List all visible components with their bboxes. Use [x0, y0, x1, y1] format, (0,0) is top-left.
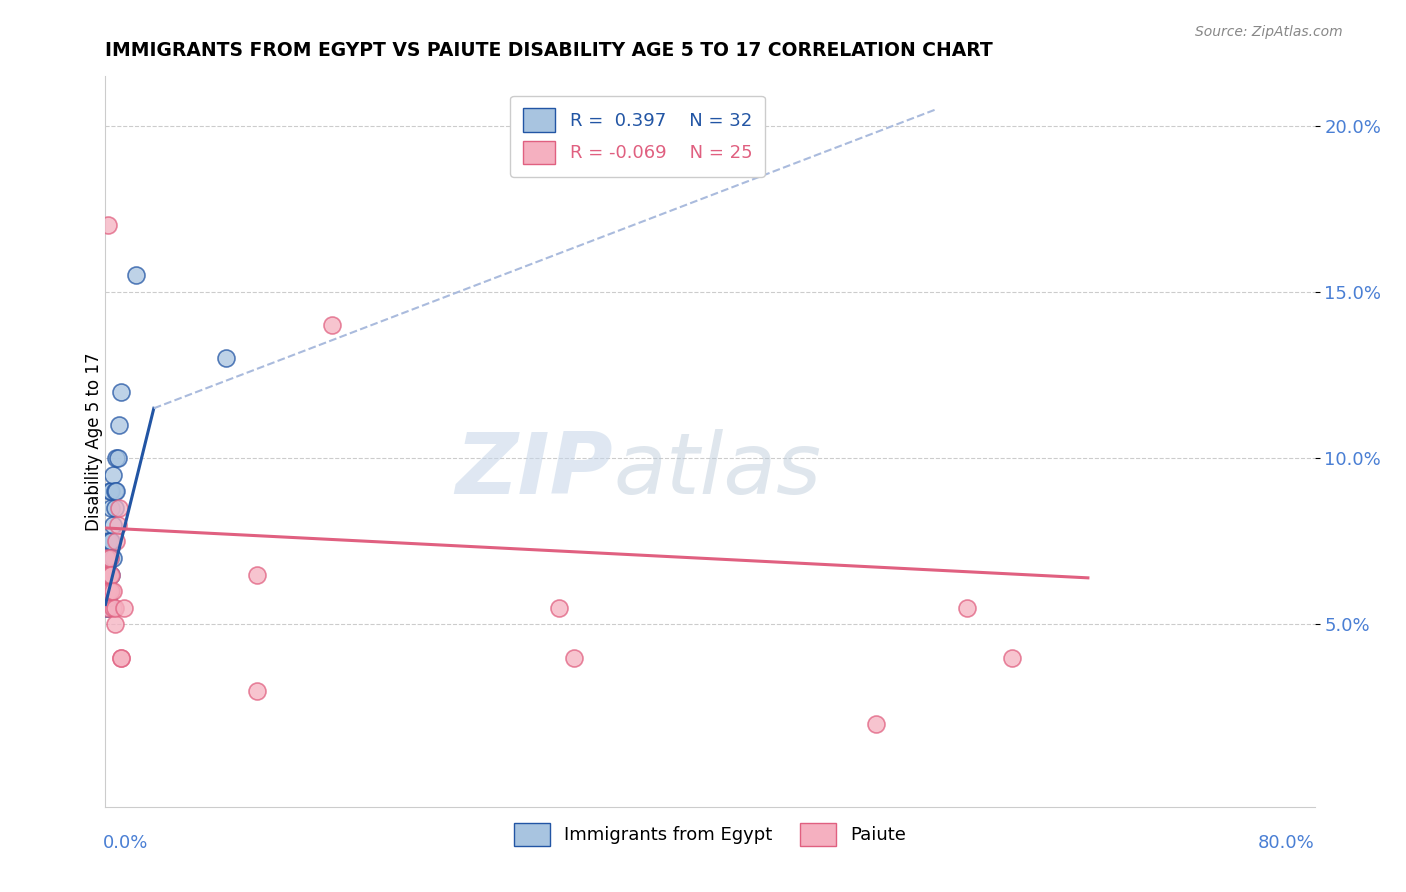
- Point: [100, 567, 122, 582]
- Point: [321, 318, 343, 333]
- Point: [548, 600, 571, 615]
- Point: [246, 567, 269, 582]
- Point: [96, 600, 118, 615]
- Point: [103, 484, 125, 499]
- Point: [98, 484, 121, 499]
- Point: [97, 534, 120, 549]
- Point: [97, 600, 120, 615]
- Point: [97, 591, 120, 605]
- Point: [96, 577, 118, 591]
- Point: [96, 558, 118, 572]
- Point: [96, 567, 118, 582]
- Point: [103, 501, 125, 516]
- Point: [98, 584, 121, 599]
- Point: [97, 550, 120, 565]
- Point: [107, 451, 129, 466]
- Point: [97, 567, 120, 582]
- Point: [97, 219, 120, 233]
- Point: [96, 584, 118, 599]
- Point: [105, 534, 128, 549]
- Point: [562, 650, 585, 665]
- Point: [96, 567, 118, 582]
- Point: [100, 534, 122, 549]
- Point: [107, 517, 129, 532]
- Point: [112, 600, 135, 615]
- Point: [100, 484, 122, 499]
- Point: [108, 501, 131, 516]
- Point: [101, 517, 124, 532]
- Text: ZIP: ZIP: [456, 429, 613, 512]
- Point: [101, 584, 124, 599]
- Point: [110, 384, 132, 399]
- Legend: Immigrants from Egypt, Paiute: Immigrants from Egypt, Paiute: [506, 815, 914, 853]
- Point: [103, 600, 125, 615]
- Point: [124, 268, 148, 283]
- Point: [98, 550, 121, 565]
- Point: [101, 600, 124, 615]
- Point: [100, 567, 122, 582]
- Point: [103, 617, 125, 632]
- Point: [98, 584, 121, 599]
- Point: [97, 584, 120, 599]
- Point: [98, 567, 121, 582]
- Point: [110, 650, 132, 665]
- Point: [97, 584, 120, 599]
- Point: [100, 584, 122, 599]
- Text: IMMIGRANTS FROM EGYPT VS PAIUTE DISABILITY AGE 5 TO 17 CORRELATION CHART: IMMIGRANTS FROM EGYPT VS PAIUTE DISABILI…: [105, 41, 993, 61]
- Point: [215, 351, 238, 366]
- Point: [105, 451, 128, 466]
- Point: [101, 550, 124, 565]
- Point: [98, 534, 121, 549]
- Text: Source: ZipAtlas.com: Source: ZipAtlas.com: [1195, 25, 1343, 39]
- Point: [98, 567, 121, 582]
- Point: [956, 600, 979, 615]
- Point: [97, 600, 120, 615]
- Point: [105, 484, 128, 499]
- Y-axis label: Disability Age 5 to 17: Disability Age 5 to 17: [86, 352, 103, 531]
- Point: [246, 684, 269, 698]
- Text: 0.0%: 0.0%: [103, 834, 148, 852]
- Point: [101, 467, 124, 482]
- Point: [110, 650, 132, 665]
- Point: [1001, 650, 1024, 665]
- Text: atlas: atlas: [613, 429, 821, 512]
- Point: [108, 417, 131, 432]
- Point: [865, 717, 887, 731]
- Point: [100, 501, 122, 516]
- Point: [98, 550, 121, 565]
- Text: 80.0%: 80.0%: [1258, 834, 1315, 852]
- Point: [96, 550, 118, 565]
